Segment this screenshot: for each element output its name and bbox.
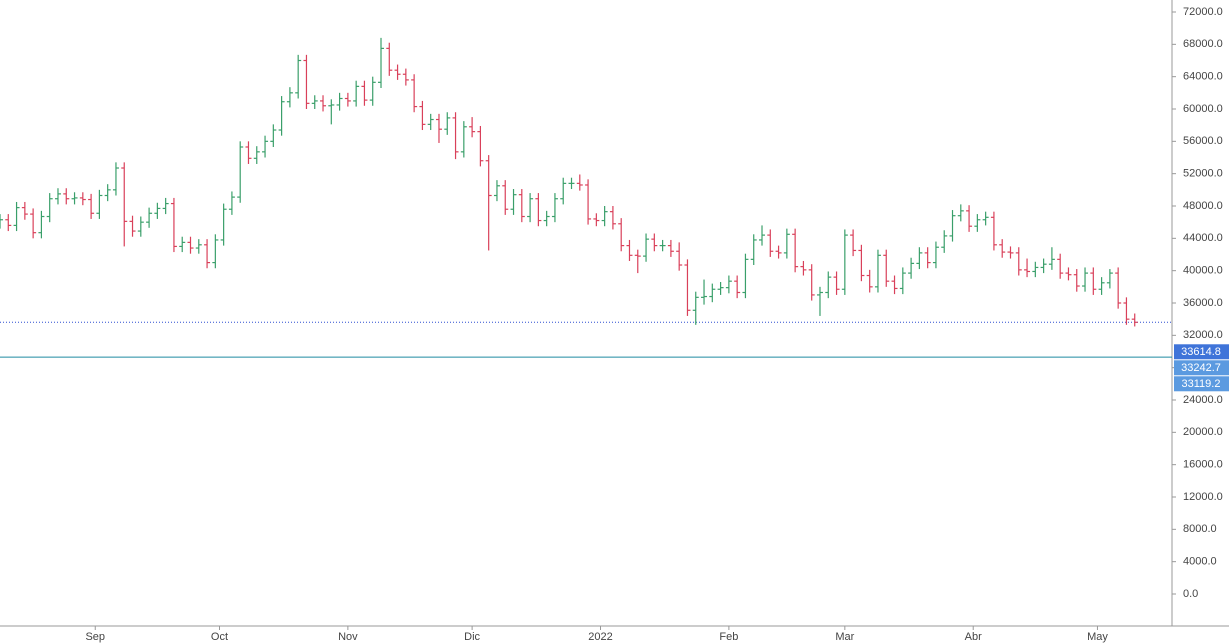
y-tick-label: 16000.0 [1183,459,1223,471]
y-tick-label: 52000.0 [1183,168,1223,180]
y-tick-label: 68000.0 [1183,38,1223,50]
price-label-box [1174,376,1229,392]
price-label: 33119.2 [1182,378,1221,390]
y-tick-label: 4000.0 [1183,556,1217,568]
x-tick-label: Abr [965,631,982,643]
y-tick-label: 32000.0 [1183,329,1223,341]
y-tick-label: 0.0 [1183,588,1198,600]
x-tick-label: Dic [464,631,480,643]
x-tick-label: Feb [719,631,738,643]
y-tick-label: 12000.0 [1183,491,1223,503]
price-label-box [1174,360,1229,376]
y-tick-label: 64000.0 [1183,71,1223,83]
price-label-box [1174,344,1229,360]
y-tick-label: 20000.0 [1183,426,1223,438]
y-tick-label: 56000.0 [1183,135,1223,147]
y-tick-label: 48000.0 [1183,200,1223,212]
price-label: 33242.7 [1181,362,1221,374]
y-tick-label: 60000.0 [1183,103,1223,115]
x-tick-label: Nov [338,631,358,643]
y-tick-label: 36000.0 [1183,297,1223,309]
x-tick-label: 2022 [588,631,612,643]
x-tick-label: May [1087,631,1108,643]
price-label: 33614.8 [1181,346,1221,358]
y-tick-label: 72000.0 [1183,6,1223,18]
y-tick-label: 40000.0 [1183,265,1223,277]
x-tick-label: Sep [85,631,105,643]
y-tick-label: 44000.0 [1183,232,1223,244]
x-tick-label: Oct [211,631,228,643]
x-tick-label: Mar [835,631,854,643]
y-tick-label: 24000.0 [1183,394,1223,406]
y-tick-label: 8000.0 [1183,523,1217,535]
